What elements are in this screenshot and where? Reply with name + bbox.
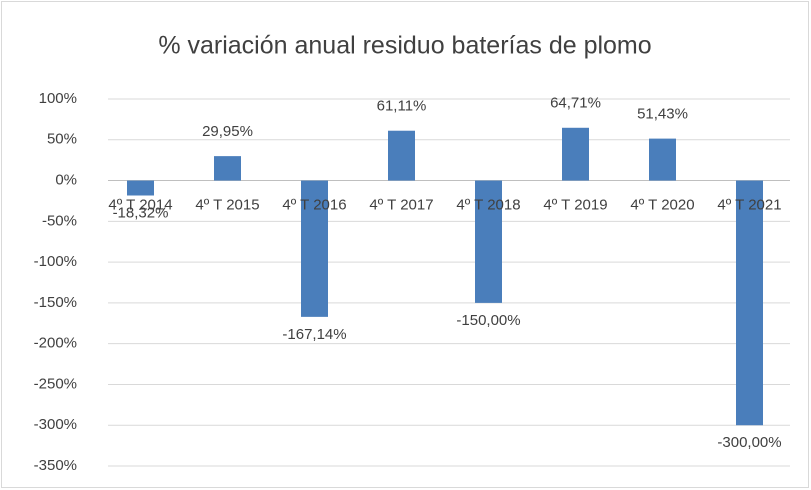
y-tick-label: -250% bbox=[34, 375, 77, 392]
data-label: -150,00% bbox=[456, 312, 520, 329]
data-label: 61,11% bbox=[377, 98, 427, 115]
bar bbox=[214, 156, 241, 181]
y-tick-label: 100% bbox=[39, 90, 77, 107]
x-tick-label: 4º T 2018 bbox=[456, 197, 520, 214]
y-tick-label: -350% bbox=[34, 457, 77, 474]
data-label: -300,00% bbox=[717, 434, 781, 451]
x-tick-label: 4º T 2015 bbox=[195, 197, 259, 214]
data-label: 51,43% bbox=[637, 106, 688, 123]
y-tick-label: -200% bbox=[34, 335, 77, 352]
bar bbox=[127, 180, 154, 196]
data-label: 29,95% bbox=[202, 123, 253, 140]
bar bbox=[388, 130, 415, 181]
y-tick-label: 50% bbox=[47, 131, 77, 148]
data-label: -167,14% bbox=[282, 326, 346, 343]
x-tick-label: 4º T 2020 bbox=[630, 197, 694, 214]
data-label: 64,71% bbox=[550, 95, 601, 112]
x-tick-label: 4º T 2017 bbox=[369, 197, 433, 214]
x-tick-label: 4º T 2019 bbox=[543, 197, 607, 214]
y-tick-label: -150% bbox=[34, 294, 77, 311]
bar bbox=[475, 180, 502, 303]
y-tick-label: -100% bbox=[34, 253, 77, 270]
data-label: -18,32% bbox=[113, 204, 169, 221]
bar bbox=[301, 180, 328, 317]
x-tick-label: 4º T 2016 bbox=[282, 197, 346, 214]
bar bbox=[649, 138, 676, 181]
y-tick-label: -50% bbox=[42, 212, 77, 229]
x-tick-label: 4º T 2014 bbox=[108, 197, 172, 214]
y-tick-label: -300% bbox=[34, 416, 77, 433]
x-tick-label: 4º T 2021 bbox=[717, 197, 781, 214]
chart-title: % variación anual residuo baterías de pl… bbox=[158, 32, 651, 60]
y-tick-label: 0% bbox=[55, 172, 77, 189]
bar bbox=[562, 127, 589, 181]
bar bbox=[736, 180, 763, 426]
